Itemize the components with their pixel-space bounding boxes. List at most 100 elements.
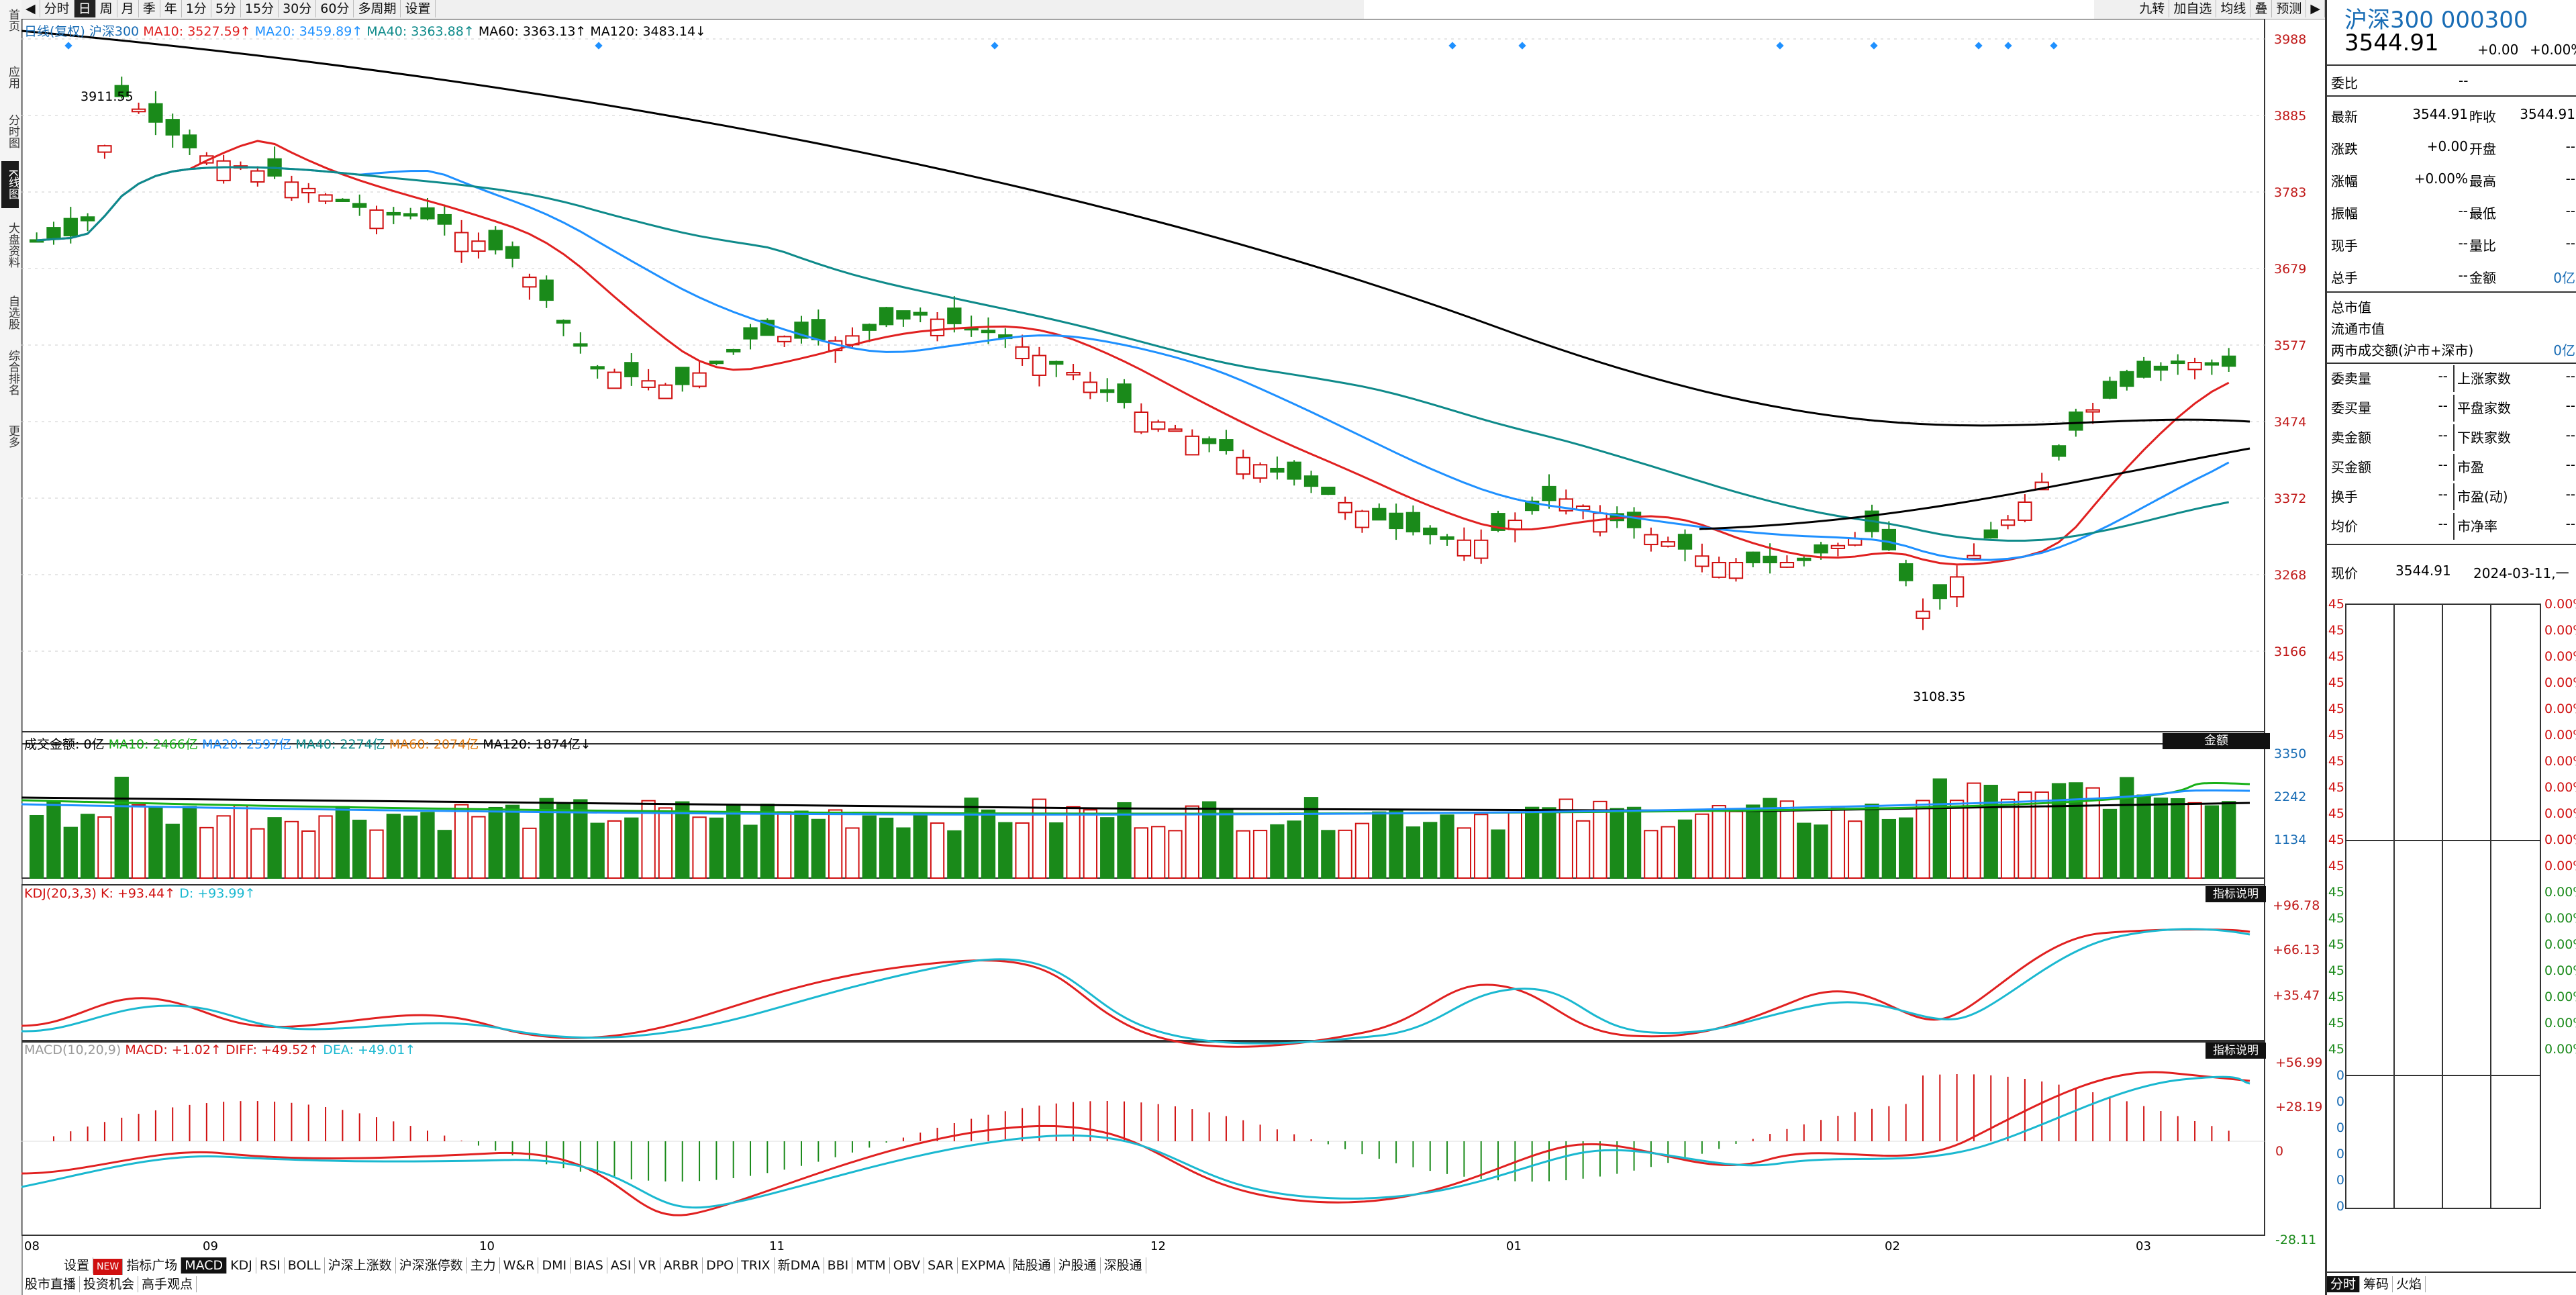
event-marker[interactable] (2050, 42, 2058, 50)
period-tab-12[interactable]: 设置 (401, 0, 436, 17)
volume-tag[interactable]: 金额 (2163, 733, 2270, 749)
sidebar-item-1[interactable]: 应用 (6, 66, 19, 89)
mini-left-tick: 3545 (2327, 937, 2344, 952)
period-tab-4[interactable]: 季 (139, 0, 160, 17)
indicator-tab-26[interactable]: 深股通 (1101, 1257, 1146, 1274)
indicator-tab-19[interactable]: BBI (824, 1257, 853, 1274)
period-tab-9[interactable]: 30分 (279, 0, 317, 17)
indicator-tab-2[interactable]: 指标广场 (123, 1257, 182, 1274)
event-marker[interactable] (1975, 42, 1983, 50)
sidebar-item-7[interactable]: 更多 (6, 425, 19, 448)
indicator-tab-5[interactable]: RSI (256, 1257, 285, 1274)
kdj-tick: +35.47 (2273, 988, 2320, 1003)
indicator-tab-0[interactable]: 设置 (60, 1257, 94, 1274)
webi-label: 委比 (2331, 75, 2358, 91)
mini-chart[interactable]: 3545 3545 3545 3545 3545 3545 3545 3545 3545 3545… (2327, 592, 2576, 1250)
sidebar-item-0[interactable]: 首页 (6, 9, 19, 32)
indicator-tab-6[interactable]: BOLL (285, 1257, 325, 1274)
indicator-tab-11[interactable]: DMI (538, 1257, 571, 1274)
volume-bar (1491, 829, 1505, 879)
sidebar-item-5[interactable]: 自选股 (6, 295, 19, 330)
indicator-tab-24[interactable]: 陆股通 (1009, 1257, 1055, 1274)
toolbar-right-button-2[interactable]: 均线 (2216, 0, 2251, 17)
date-tick: 02 (1885, 1239, 1900, 1253)
stat-label: 卖金额 (2331, 430, 2371, 446)
period-tab-3[interactable]: 月 (117, 0, 139, 17)
period-tab-8[interactable]: 15分 (241, 0, 279, 17)
candle-body (301, 187, 316, 194)
period-tab-11[interactable]: 多周期 (354, 0, 401, 17)
indicator-tab-8[interactable]: 沪深涨停数 (396, 1257, 467, 1274)
indicator-tab-4[interactable]: KDJ (227, 1257, 256, 1274)
candle-body (1949, 576, 1965, 598)
period-tab-2[interactable]: 周 (96, 0, 117, 17)
period-tab-5[interactable]: 年 (160, 0, 182, 17)
indicator-tab-7[interactable]: 沪深上涨数 (325, 1257, 396, 1274)
nav-right-arrow[interactable]: ▶ (2306, 0, 2325, 17)
candle-body (1287, 461, 1301, 480)
bottom-tab-0[interactable]: 股市直播 (21, 1276, 81, 1292)
indicator-tab-25[interactable]: 沪股通 (1055, 1257, 1101, 1274)
kdj-tag[interactable]: 指标说明 (2206, 886, 2266, 902)
macd-tick: 0 (2275, 1144, 2284, 1159)
sidebar-item-2[interactable]: 分时图 (6, 113, 19, 148)
toolbar-right-button-4[interactable]: 预测 (2272, 0, 2307, 17)
main-chart[interactable] (21, 19, 2325, 1262)
indicator-tab-14[interactable]: VR (635, 1257, 660, 1274)
period-tab-7[interactable]: 5分 (211, 0, 241, 17)
period-tab-0[interactable]: 分时 (40, 0, 75, 17)
period-tab-10[interactable]: 60分 (316, 0, 354, 17)
mini-right-tick: 0.00% (2544, 859, 2576, 873)
kdj-d-line (21, 928, 2250, 1045)
candle-body (1372, 508, 1387, 521)
macd-tag[interactable]: 指标说明 (2206, 1043, 2266, 1059)
indicator-tab-3[interactable]: MACD (181, 1257, 228, 1274)
candle-body (2136, 361, 2151, 378)
indicator-tab-23[interactable]: EXPMA (958, 1257, 1009, 1274)
bottom-tab-1[interactable]: 投资机会 (80, 1276, 139, 1292)
event-marker[interactable] (2004, 42, 2012, 50)
volume-bar (2204, 805, 2220, 879)
volume-bar (1134, 827, 1148, 879)
event-marker[interactable] (1776, 42, 1784, 50)
event-marker[interactable] (1448, 42, 1456, 50)
macd-macd-label: MACD: +1.02↑ (125, 1043, 221, 1057)
toolbar-right-button-3[interactable]: 叠 (2250, 0, 2273, 17)
macd-tick: -28.11 (2275, 1233, 2317, 1247)
toolbar-right-button-1[interactable]: 加自选 (2169, 0, 2217, 17)
sidebar-item-3[interactable]: K线图 (1, 161, 19, 208)
event-marker[interactable] (595, 42, 603, 50)
indicator-tab-9[interactable]: 主力 (467, 1257, 500, 1274)
indicator-tab-12[interactable]: BIAS (571, 1257, 607, 1274)
event-marker[interactable] (1870, 42, 1878, 50)
chart-mode-label[interactable]: 日线(复权) (24, 24, 85, 39)
indicator-tab-22[interactable]: SAR (924, 1257, 958, 1274)
indicator-tab-17[interactable]: TRIX (738, 1257, 775, 1274)
event-marker[interactable] (991, 42, 999, 50)
nav-left-arrow[interactable]: ◀ (21, 0, 40, 17)
panel-tab-0[interactable]: 分时 (2327, 1276, 2361, 1292)
volume-bar (1201, 801, 1217, 879)
sidebar-item-4[interactable]: 大盘资料 (6, 222, 19, 268)
volume-bar (97, 816, 112, 879)
candle-body (114, 85, 129, 97)
indicator-tab-18[interactable]: 新DMA (775, 1257, 824, 1274)
indicator-tab-16[interactable]: DPO (703, 1257, 738, 1274)
event-marker[interactable] (1518, 42, 1526, 50)
period-tab-1[interactable]: 日 (74, 0, 96, 17)
panel-tab-1[interactable]: 筹码 (2360, 1276, 2393, 1292)
indicator-tab-10[interactable]: W&R (500, 1257, 539, 1274)
volume-bar (318, 815, 333, 879)
indicator-tab-21[interactable]: OBV (890, 1257, 925, 1274)
indicator-tab-20[interactable]: MTM (852, 1257, 890, 1274)
volume-bar (1270, 824, 1285, 879)
indicator-tab-15[interactable]: ARBR (660, 1257, 703, 1274)
period-tab-6[interactable]: 1分 (182, 0, 211, 17)
bottom-tab-2[interactable]: 高手观点 (138, 1276, 197, 1292)
indicator-tab-13[interactable]: ASI (607, 1257, 636, 1274)
indicator-tab-1[interactable]: NEW (93, 1259, 123, 1275)
panel-tab-2[interactable]: 火焰 (2393, 1276, 2426, 1292)
sidebar-item-6[interactable]: 综合排名 (6, 350, 19, 395)
toolbar-right-button-0[interactable]: 九转 (2135, 0, 2170, 17)
event-marker[interactable] (64, 42, 72, 50)
